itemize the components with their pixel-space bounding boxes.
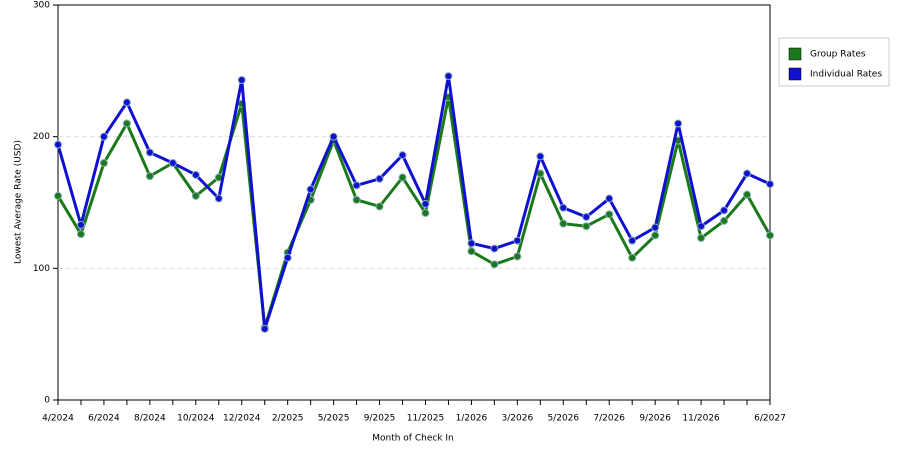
y-tick-label: 100 bbox=[33, 264, 50, 274]
data-point bbox=[421, 199, 430, 208]
data-point bbox=[674, 119, 683, 128]
data-point bbox=[743, 169, 752, 178]
y-tick-label: 200 bbox=[33, 132, 50, 142]
data-point bbox=[513, 236, 522, 245]
data-point bbox=[467, 247, 476, 256]
data-point bbox=[352, 181, 361, 190]
data-point bbox=[628, 253, 637, 262]
legend-swatch bbox=[788, 67, 802, 81]
data-point bbox=[490, 244, 499, 253]
data-point bbox=[122, 119, 131, 128]
y-axis-label: Lowest Average Rate (USD) bbox=[14, 140, 24, 264]
data-point bbox=[214, 194, 223, 203]
x-tick-label: 12/2024 bbox=[223, 414, 261, 424]
data-point bbox=[168, 159, 177, 167]
data-point bbox=[720, 216, 729, 225]
legend-label: Individual Rates bbox=[810, 70, 882, 80]
data-point bbox=[99, 132, 108, 141]
data-point bbox=[375, 202, 384, 211]
x-tick-label: 11/2025 bbox=[407, 414, 444, 424]
data-point bbox=[766, 180, 774, 189]
data-point bbox=[536, 152, 545, 161]
x-tick-label: 3/2026 bbox=[502, 414, 534, 424]
data-point bbox=[352, 195, 361, 204]
data-point bbox=[605, 210, 614, 219]
data-point bbox=[513, 252, 522, 261]
legend-label: Group Rates bbox=[810, 50, 866, 60]
data-point bbox=[54, 191, 62, 200]
data-point bbox=[490, 260, 499, 269]
data-point bbox=[329, 132, 338, 141]
x-axis-label: Month of Check In bbox=[372, 434, 454, 444]
x-tick-label: 9/2025 bbox=[364, 414, 396, 424]
data-point bbox=[651, 223, 660, 232]
data-point bbox=[421, 209, 430, 218]
x-tick-label: 5/2026 bbox=[547, 414, 579, 424]
data-point bbox=[283, 253, 292, 262]
data-point bbox=[398, 151, 407, 160]
data-point bbox=[720, 206, 729, 215]
data-point bbox=[145, 148, 154, 157]
x-tick-label: 11/2026 bbox=[682, 414, 720, 424]
data-point bbox=[191, 170, 200, 179]
data-point bbox=[398, 173, 407, 182]
legend-swatch bbox=[788, 47, 802, 61]
series-line bbox=[56, 75, 771, 330]
data-point bbox=[191, 191, 200, 200]
data-point bbox=[651, 231, 660, 240]
x-tick-label: 10/2024 bbox=[177, 414, 215, 424]
x-tick-label: 9/2026 bbox=[639, 414, 671, 424]
data-point bbox=[467, 239, 476, 248]
x-tick-label: 2/2025 bbox=[272, 414, 304, 424]
x-tick-label: 1/2026 bbox=[456, 414, 488, 424]
data-point bbox=[582, 212, 591, 221]
data-point bbox=[306, 185, 315, 194]
x-tick-label: 5/2025 bbox=[318, 414, 350, 424]
data-point bbox=[582, 222, 591, 231]
data-point bbox=[260, 324, 269, 333]
data-point bbox=[122, 98, 131, 107]
data-point bbox=[628, 236, 637, 245]
data-point bbox=[237, 76, 246, 85]
data-point bbox=[766, 231, 774, 240]
data-point bbox=[375, 174, 384, 183]
plot-area bbox=[57, 4, 771, 401]
series-line bbox=[56, 96, 772, 329]
data-point bbox=[605, 194, 614, 203]
data-point bbox=[145, 172, 154, 181]
data-point bbox=[697, 234, 706, 243]
x-tick-label: 4/2024 bbox=[42, 414, 74, 424]
data-point bbox=[559, 203, 568, 212]
x-tick-label: 6/2024 bbox=[88, 414, 120, 424]
data-point bbox=[444, 72, 453, 81]
y-tick-label: 300 bbox=[33, 1, 50, 11]
data-point bbox=[54, 140, 62, 149]
data-point bbox=[76, 230, 85, 239]
x-tick-label: 6/2027 bbox=[754, 414, 786, 424]
data-point bbox=[743, 190, 752, 199]
y-tick-label: 0 bbox=[44, 396, 50, 406]
data-point bbox=[76, 220, 85, 229]
data-point bbox=[697, 222, 706, 231]
x-tick-label: 8/2024 bbox=[134, 414, 166, 424]
x-tick-label: 7/2026 bbox=[593, 414, 625, 424]
data-point bbox=[559, 219, 568, 228]
data-point bbox=[99, 159, 108, 167]
